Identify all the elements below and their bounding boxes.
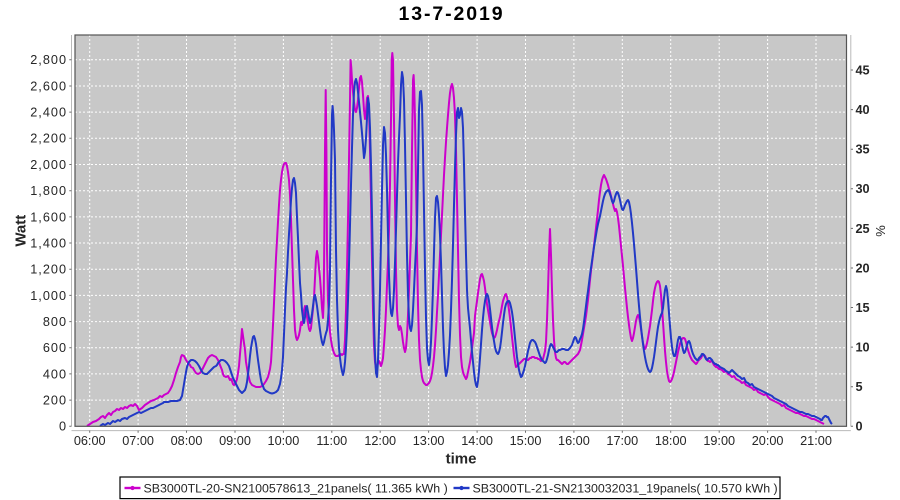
svg-text:5: 5 (856, 380, 863, 394)
svg-text:12:00: 12:00 (364, 434, 396, 448)
svg-text:07:00: 07:00 (122, 434, 154, 448)
svg-text:200: 200 (43, 394, 67, 408)
svg-text:Watt: Watt (13, 215, 30, 247)
svg-text:800: 800 (43, 315, 67, 329)
svg-text:15: 15 (856, 301, 870, 315)
svg-text:06:00: 06:00 (74, 434, 106, 448)
svg-text:10: 10 (856, 341, 870, 355)
svg-text:25: 25 (856, 222, 870, 236)
svg-text:1,600: 1,600 (30, 210, 67, 224)
svg-text:14:00: 14:00 (461, 434, 493, 448)
svg-text:600: 600 (43, 341, 67, 355)
svg-text:30: 30 (856, 182, 870, 196)
svg-text:15:00: 15:00 (510, 434, 542, 448)
svg-text:2,800: 2,800 (30, 53, 67, 67)
svg-text:19:00: 19:00 (703, 434, 735, 448)
svg-text:17:00: 17:00 (606, 434, 638, 448)
svg-text:%: % (873, 225, 888, 237)
svg-text:2,000: 2,000 (30, 158, 67, 172)
svg-text:2,200: 2,200 (30, 132, 67, 146)
svg-text:35: 35 (856, 143, 870, 157)
svg-text:0: 0 (59, 420, 67, 434)
svg-text:1,400: 1,400 (30, 236, 67, 250)
svg-text:40: 40 (856, 103, 870, 117)
svg-text:13-7-2019: 13-7-2019 (398, 3, 504, 25)
svg-text:18:00: 18:00 (655, 434, 687, 448)
svg-text:SB3000TL-20-SN2100578613_21pan: SB3000TL-20-SN2100578613_21panels( 11.36… (144, 481, 448, 495)
svg-text:16:00: 16:00 (558, 434, 590, 448)
svg-text:09:00: 09:00 (219, 434, 251, 448)
svg-text:45: 45 (856, 63, 870, 77)
svg-text:1,800: 1,800 (30, 184, 67, 198)
svg-text:2,400: 2,400 (30, 106, 67, 120)
svg-text:20: 20 (856, 261, 870, 275)
svg-text:21:00: 21:00 (800, 434, 832, 448)
svg-text:13:00: 13:00 (413, 434, 445, 448)
svg-text:400: 400 (43, 367, 67, 381)
svg-text:SB3000TL-21-SN2130032031_19pan: SB3000TL-21-SN2130032031_19panels( 10.57… (473, 481, 778, 495)
svg-text:10:00: 10:00 (268, 434, 300, 448)
svg-text:11:00: 11:00 (316, 434, 347, 448)
svg-text:1,000: 1,000 (30, 289, 67, 303)
svg-text:1,200: 1,200 (30, 263, 67, 277)
svg-text:0: 0 (856, 420, 863, 434)
svg-text:20:00: 20:00 (752, 434, 784, 448)
svg-text:2,600: 2,600 (30, 79, 67, 93)
svg-text:08:00: 08:00 (171, 434, 203, 448)
svg-text:time: time (446, 451, 477, 468)
